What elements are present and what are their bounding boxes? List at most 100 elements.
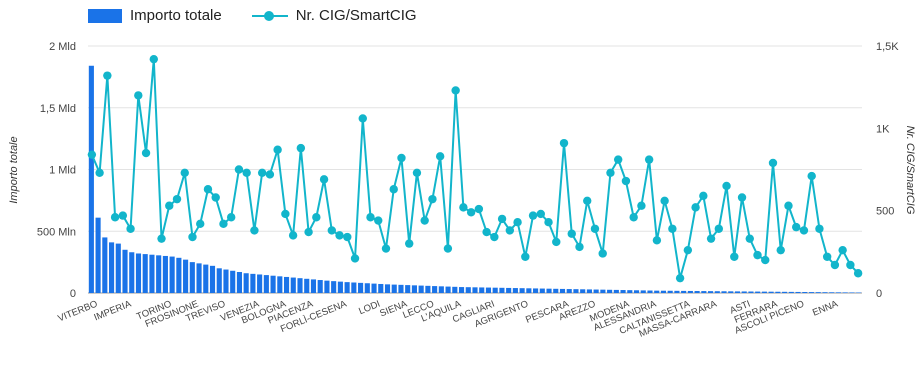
line-point [412,168,422,177]
bar [647,290,653,293]
legend-item-line[interactable]: Nr. CIG/SmartCIG [251,7,417,24]
line-point [706,234,716,243]
bar [835,292,842,293]
line-point [822,252,832,261]
line-point [381,244,391,253]
line-point [536,209,545,219]
line-point [443,244,453,253]
bar [674,290,680,293]
bar [122,249,128,293]
line-point [366,213,375,222]
line-point [196,219,205,229]
line-point [714,224,724,233]
line-point [668,224,677,233]
line-point [559,138,569,148]
bar [593,289,599,293]
bar [223,269,229,293]
line-point [528,211,538,220]
line-point [575,242,584,252]
line-point [95,168,104,177]
line-point [451,86,460,95]
line-point [838,245,847,255]
bar [808,292,815,293]
y-tick-right: 1K [876,123,890,135]
bar [667,290,673,293]
bar [627,290,633,293]
line-point [784,201,793,210]
bar [566,289,572,293]
line-point [637,201,646,210]
line-point [273,145,282,154]
legend-bar-label: Importo totale [130,7,222,24]
line-point [312,213,321,222]
bar [633,290,640,293]
line-point [745,234,754,243]
x-tick-label: IMPERIA [93,298,134,323]
bar [829,292,835,293]
series-line [90,58,859,280]
bar [277,276,283,293]
bar [88,65,94,293]
bar [539,288,545,293]
y-tick-left: 0 [70,288,76,300]
line-point [435,152,445,161]
bar [519,288,525,293]
bar [263,275,269,293]
bar [728,291,734,293]
line-point [497,214,507,224]
line-point [265,170,275,179]
bar [270,275,276,293]
line-point [319,175,329,184]
bar [492,287,498,293]
bar [741,291,747,293]
line-point [141,148,151,158]
bar [236,272,242,293]
bar [337,281,343,293]
bar [782,291,788,293]
line-point [753,250,762,260]
bar [196,263,202,293]
bar [748,291,754,293]
line-point [288,231,298,240]
bar [176,257,182,293]
bar [257,274,263,293]
line-point [343,232,352,242]
bar [559,288,566,293]
line-point [629,213,638,222]
bar [755,291,761,293]
line-point [149,54,158,64]
y-tick-left: 500 Mln [37,226,76,238]
y-tick-left: 1 Mld [49,165,76,177]
bar [681,290,687,293]
line-point [544,217,553,227]
legend-line-label: Nr. CIG/SmartCIG [295,7,417,24]
bar [586,289,592,293]
line-point [768,158,778,168]
line-point [606,168,615,177]
line-point [87,150,97,159]
bar [600,289,606,293]
line-point [474,204,484,214]
line-point [590,224,600,233]
y-tick-right: 500 [876,206,894,218]
bar [344,282,350,293]
bar [768,291,774,293]
line-point [683,245,693,255]
line-point [420,216,429,225]
bar [425,285,431,293]
line-point [807,171,816,181]
bar [654,290,660,293]
bar [701,291,707,293]
bar [438,286,444,293]
bar [310,279,317,293]
bar [815,292,821,293]
line-point [296,143,306,153]
bar [290,277,296,293]
line-point [118,211,128,220]
bar [775,291,781,293]
line-point [761,255,770,265]
bar [283,276,290,293]
bar [458,287,465,293]
legend-item-bar[interactable]: Importo totale [88,7,222,24]
bar [822,292,828,293]
